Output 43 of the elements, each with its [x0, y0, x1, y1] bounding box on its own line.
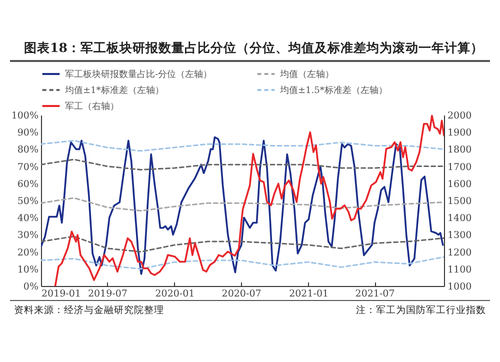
y2-tick-label: 1900 — [448, 128, 472, 139]
y-tick-label: 80% — [17, 144, 38, 156]
y2-tick-label: 2000 — [448, 110, 472, 122]
chart-title: 图表18：军工板块研报数量占比分位（分位、均值及标准差均为滚动一年计算） — [10, 40, 490, 62]
legend-label: 军工（右轴） — [65, 101, 119, 112]
legend-label: 军工板块研报数量占比-分位（左轴） — [65, 69, 212, 80]
y2-tick-label: 1400 — [448, 213, 472, 224]
text: 注：军工为国防军工行业指数 — [356, 304, 486, 317]
x-tick-label: 2019-07 — [88, 288, 128, 300]
legend-label: 均值（左轴） — [279, 69, 334, 80]
x-tick-label: 2021-07 — [355, 288, 395, 300]
legend-label: 均值±1.5*标准差（左轴） — [279, 85, 388, 96]
line-series — [41, 256, 444, 270]
y-tick-label: 70% — [17, 162, 38, 173]
line-series — [41, 140, 444, 152]
y2-tick-label: 1200 — [448, 247, 472, 258]
y-tick-label: 60% — [17, 178, 38, 190]
y2-tick-label: 1000 — [448, 282, 472, 292]
y-tick-label: 20% — [17, 247, 38, 258]
y2-tick-label: 1800 — [448, 144, 472, 156]
legend-label: 均值±1*标准差（左轴） — [64, 85, 164, 96]
x-tick-label: 2021-01 — [289, 288, 329, 300]
y-tick-label: 0% — [23, 282, 38, 292]
y-tick-label: 30% — [17, 230, 38, 242]
y2-tick-label: 1100 — [448, 264, 472, 276]
y-tick-label: 50% — [17, 196, 38, 207]
x-tick-label: 2020-01 — [155, 288, 195, 300]
x-tick-label: 2020-07 — [222, 288, 262, 300]
y2-tick-label: 1500 — [448, 196, 472, 207]
y-tick-label: 100% — [11, 110, 38, 122]
y2-tick-label: 1600 — [448, 178, 472, 190]
y-tick-label: 10% — [17, 264, 38, 276]
line-series — [41, 236, 444, 253]
line-series — [54, 115, 444, 286]
line-series — [41, 136, 444, 275]
line-series — [41, 158, 444, 170]
text: 资料来源：经济与金融研究院整理 — [14, 304, 164, 317]
y-tick-label: 40% — [17, 213, 38, 224]
line-series — [41, 197, 444, 212]
x-tick-label: 2019-01 — [42, 288, 81, 300]
y-tick-label: 90% — [17, 128, 38, 139]
y2-tick-label: 1700 — [448, 162, 472, 173]
y2-tick-label: 1300 — [448, 230, 472, 242]
